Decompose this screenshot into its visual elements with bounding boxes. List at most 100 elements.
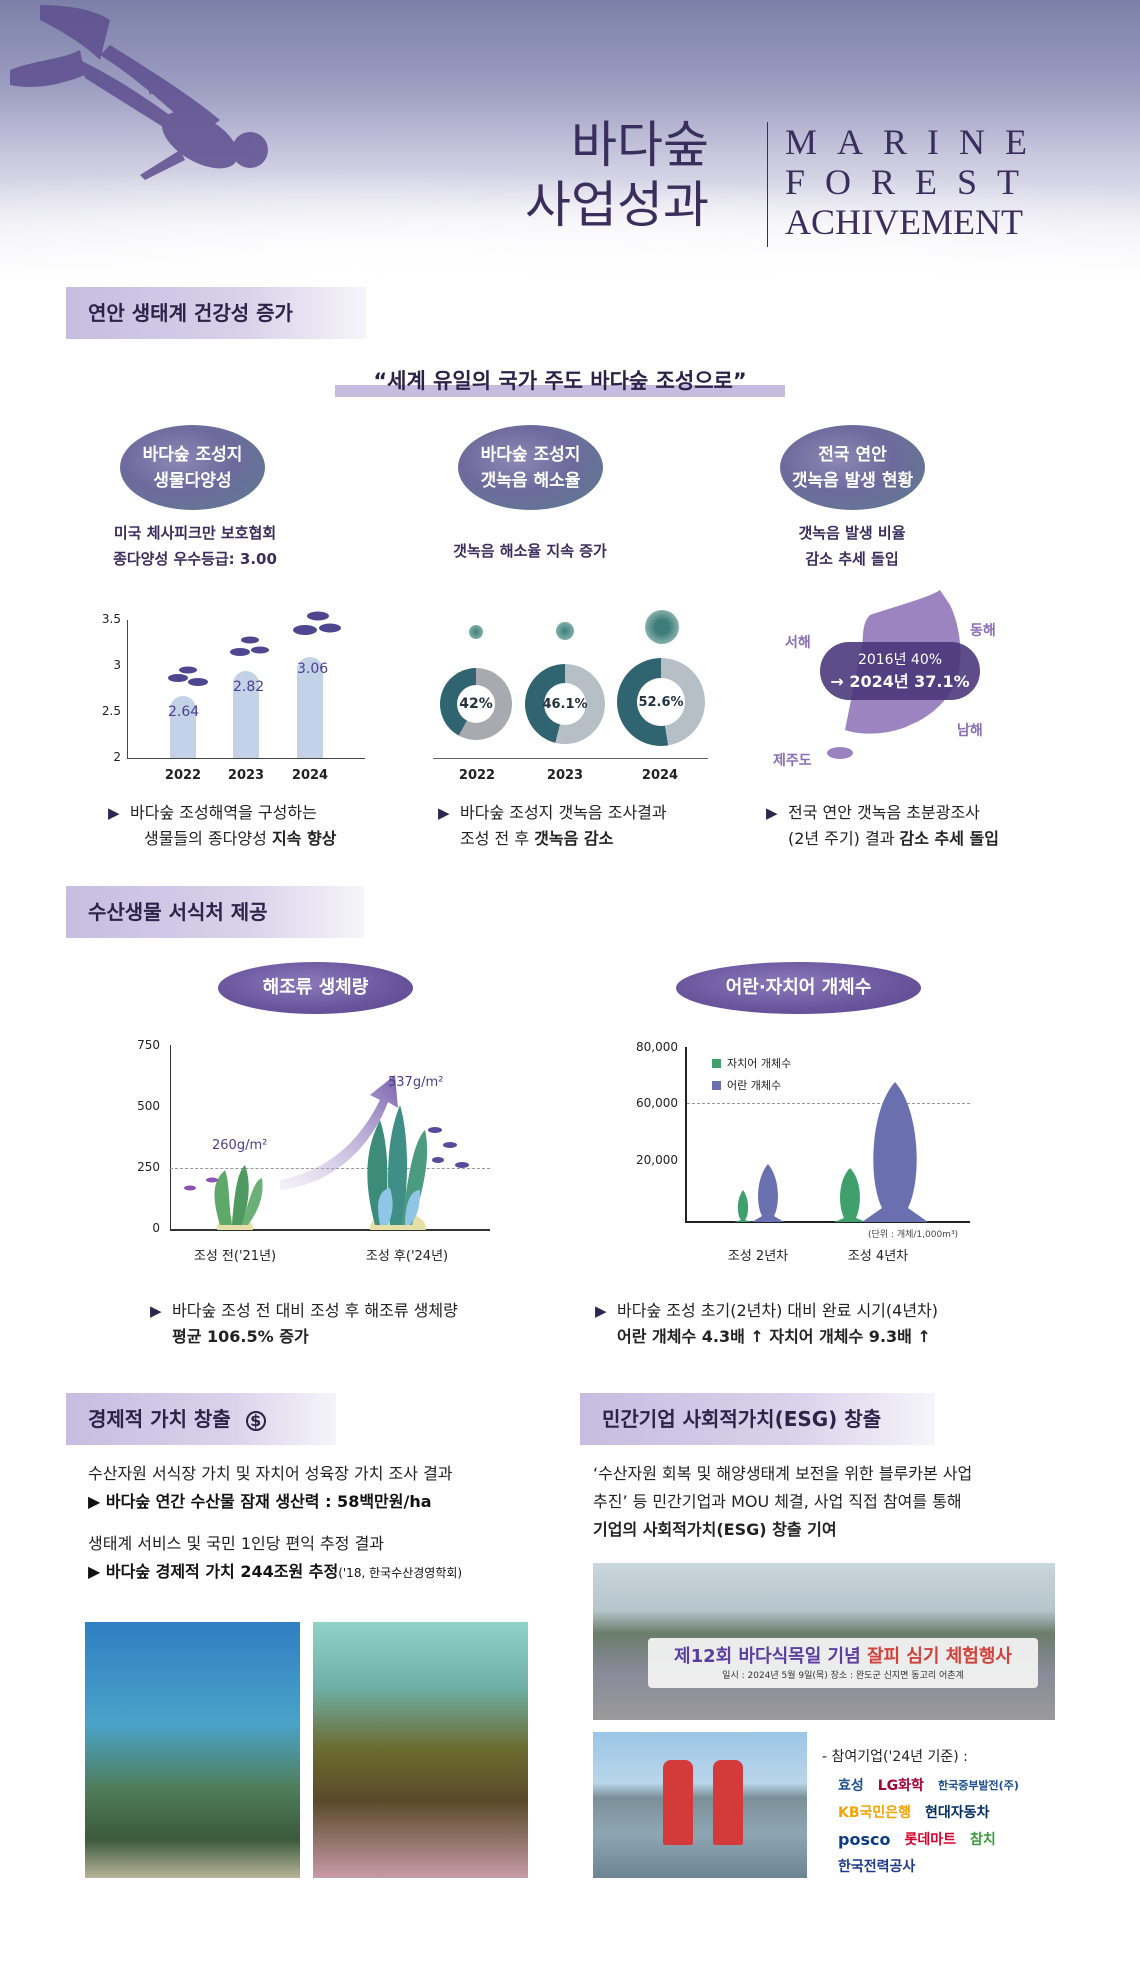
banner-title-red: 잘피 심기 체험행사	[866, 1646, 1012, 1667]
donut-2022: 42%	[440, 668, 512, 740]
seagrass-photo	[85, 1622, 300, 1878]
legend-label: 자치어 개체수	[727, 1057, 792, 1070]
x-tick: 조성 2년차	[727, 1249, 789, 1264]
logo-hyundai: 현대자동차	[925, 1805, 990, 1821]
legend-label: 어란 개체수	[727, 1079, 782, 1092]
bullet-line: (2년 주기) 결과 감소 추세 돌입	[766, 826, 1086, 852]
barren-subtitle: 갯녹음 해소율 지속 증가	[453, 542, 607, 560]
y-tick: 250	[137, 1160, 160, 1174]
oval-line: 바다숲 조성지	[480, 444, 581, 465]
y-tick: 80,000	[636, 1040, 678, 1054]
legend-eggs: 어란 개체수	[712, 1077, 781, 1093]
bullet-biodiversity: ▶ 바다숲 조성해역을 구성하는 생물들의 종다양성 지속 향상	[108, 800, 398, 852]
logo-posco: posco	[838, 1829, 891, 1849]
bullet-text: 바다숲 조성 초기(2년차) 대비 완료 시기(4년차)	[617, 1301, 938, 1320]
legend-swatch-green	[712, 1058, 721, 1068]
y-tick: 2	[113, 750, 121, 764]
quote-highlight	[335, 385, 785, 397]
bar-2022	[170, 696, 196, 758]
y-axis	[170, 1045, 171, 1229]
oval-line: 갯녹음 해소율	[480, 470, 581, 491]
donut-label: 42%	[457, 685, 495, 723]
triangle-bullet-icon: ▶	[766, 804, 778, 822]
x-tick: 조성 4년차	[847, 1249, 909, 1264]
donut-label: 46.1%	[542, 683, 588, 725]
x-tick: 2022	[164, 768, 202, 783]
y-tick: 500	[137, 1099, 160, 1113]
section-header-ecosystem: 연안 생태계 건강성 증가	[66, 287, 366, 339]
subtitle-line: 감소 추세 돌입	[805, 550, 899, 568]
x-tick: 2024	[291, 768, 329, 783]
bullet-seaweed: ▶ 바다숲 조성 전 대비 조성 후 해조류 생체량 평균 106.5% 증가	[150, 1298, 550, 1350]
x-axis	[685, 1221, 970, 1223]
esg-para-line: 추진’ 등 민간기업과 MOU 체결, 사업 직접 참여를 통해	[593, 1492, 962, 1511]
triangle-bullet-icon: ▶	[595, 1302, 607, 1320]
hero-divider	[767, 122, 768, 247]
fish-bar-icons	[734, 1082, 928, 1222]
hero-title-en-line3: ACHIVEMENT	[785, 202, 1023, 242]
hero-title-ko-line2: 사업성과	[525, 176, 709, 234]
bar-2024	[297, 657, 323, 758]
bullet-emphasis: 어란 개체수 4.3배 ↑ 자치어 개체수 9.3배 ↑	[617, 1327, 931, 1346]
y-tick: 0	[152, 1221, 160, 1235]
value-label-after: 537g/m²	[388, 1075, 444, 1090]
sea-urchin-icon	[469, 625, 483, 639]
x-tick: 2024	[641, 768, 679, 783]
fish-school-icon	[168, 611, 341, 686]
banner-title: 제12회 바다식목일 기념 잘피 심기 체험행사	[648, 1642, 1038, 1668]
logo-row-4: 한국전력공사	[838, 1856, 915, 1876]
esg-para-emphasis: 기업의 사회적가치(ESG) 창출 기여	[593, 1520, 837, 1539]
logo-lotte-mart: 롯데마트	[904, 1832, 956, 1848]
quote-text: “세계 유일의 국가 주도 바다숲 조성으로”	[373, 369, 747, 393]
economic-value-source: ('18, 한국수산경영학회)	[338, 1566, 463, 1580]
map-label-jeju: 제주도	[773, 753, 812, 769]
x-axis	[127, 758, 365, 759]
bullet-emphasis: 평균 106.5% 증가	[172, 1327, 309, 1346]
subtitle-line: 갯녹음 발생 비율	[798, 524, 906, 542]
x-tick: 2023	[227, 768, 265, 783]
diver-silhouette-icon	[10, 5, 268, 180]
x-tick: 2023	[546, 768, 584, 783]
sea-urchin-icon	[645, 610, 679, 644]
esg-paragraph: ‘수산자원 회복 및 해양생태계 보전을 위한 블루카본 사업 추진’ 등 민간…	[593, 1460, 1073, 1544]
section-header-economic: 경제적 가치 창출 $	[66, 1393, 336, 1445]
section-header-habitat: 수산생물 서식처 제공	[66, 886, 364, 938]
y-axis	[685, 1047, 687, 1221]
triangle-bullet-icon: ▶	[150, 1302, 162, 1320]
subtitle-line: 미국 체사피크만 보호협회	[113, 524, 277, 542]
triangle-bullet-icon: ▶	[108, 804, 120, 822]
badge-line: 2016년 40%	[857, 652, 943, 668]
x-tick: 2022	[458, 768, 496, 783]
bullet-text: 바다숲 조성지 갯녹음 조사결과	[460, 803, 667, 822]
x-axis	[170, 1229, 490, 1231]
bullet-barren: ▶ 바다숲 조성지 갯녹음 조사결과 조성 전 후 갯녹음 감소	[438, 800, 738, 852]
oval-biodiversity: 바다숲 조성지 생물다양성	[120, 425, 265, 510]
volunteer-figure	[663, 1760, 693, 1845]
donut-2023: 46.1%	[525, 664, 605, 744]
y-axis	[127, 620, 128, 758]
y-tick: 2.5	[101, 704, 121, 718]
oval-line: 전국 연안	[818, 444, 887, 465]
oval-line: 갯녹음 발생 현황	[791, 470, 914, 491]
bullet-text: 조성 전 후	[460, 829, 535, 848]
bullet-emphasis: 지속 향상	[271, 829, 337, 848]
value-label-before: 260g/m²	[212, 1138, 268, 1153]
kelp-forest-photo	[313, 1622, 528, 1878]
section-header-text: 경제적 가치 창출	[88, 1407, 231, 1431]
economic-value: ▶ 바다숲 경제적 가치 244조원 추정('18, 한국수산경영학회)	[88, 1558, 462, 1582]
value-label: 2.64	[168, 704, 200, 720]
value-label: 2.82	[233, 679, 265, 695]
esg-para-line: ‘수산자원 회복 및 해양생태계 보전을 위한 블루카본 사업	[593, 1464, 973, 1483]
hero-title-english: MARINE FOREST ACHIVEMENT	[785, 122, 1047, 242]
economic-productivity: ▶ 바다숲 연간 수산물 잠재 생산력 : 58백만원/ha	[88, 1492, 432, 1511]
banner-subtitle: 일시 : 2024년 5월 9일(목) 장소 : 완도군 신지면 동고리 어촌계	[722, 1671, 964, 1681]
legend-swatch-blue	[712, 1080, 721, 1090]
hero-title-ko-line1: 바다숲	[571, 116, 709, 174]
y-tick: 750	[137, 1038, 160, 1052]
bullet-line: 조성 전 후 갯녹음 감소	[438, 826, 738, 852]
bullet-line: 생물들의 종다양성 지속 향상	[108, 826, 398, 852]
bar-2023	[233, 671, 259, 758]
bullet-text: 바다숲 조성 전 대비 조성 후 해조류 생체량	[172, 1301, 458, 1320]
coin-stack-icon: $	[245, 1410, 266, 1431]
triangle-bullet-icon: ▶	[438, 804, 450, 822]
